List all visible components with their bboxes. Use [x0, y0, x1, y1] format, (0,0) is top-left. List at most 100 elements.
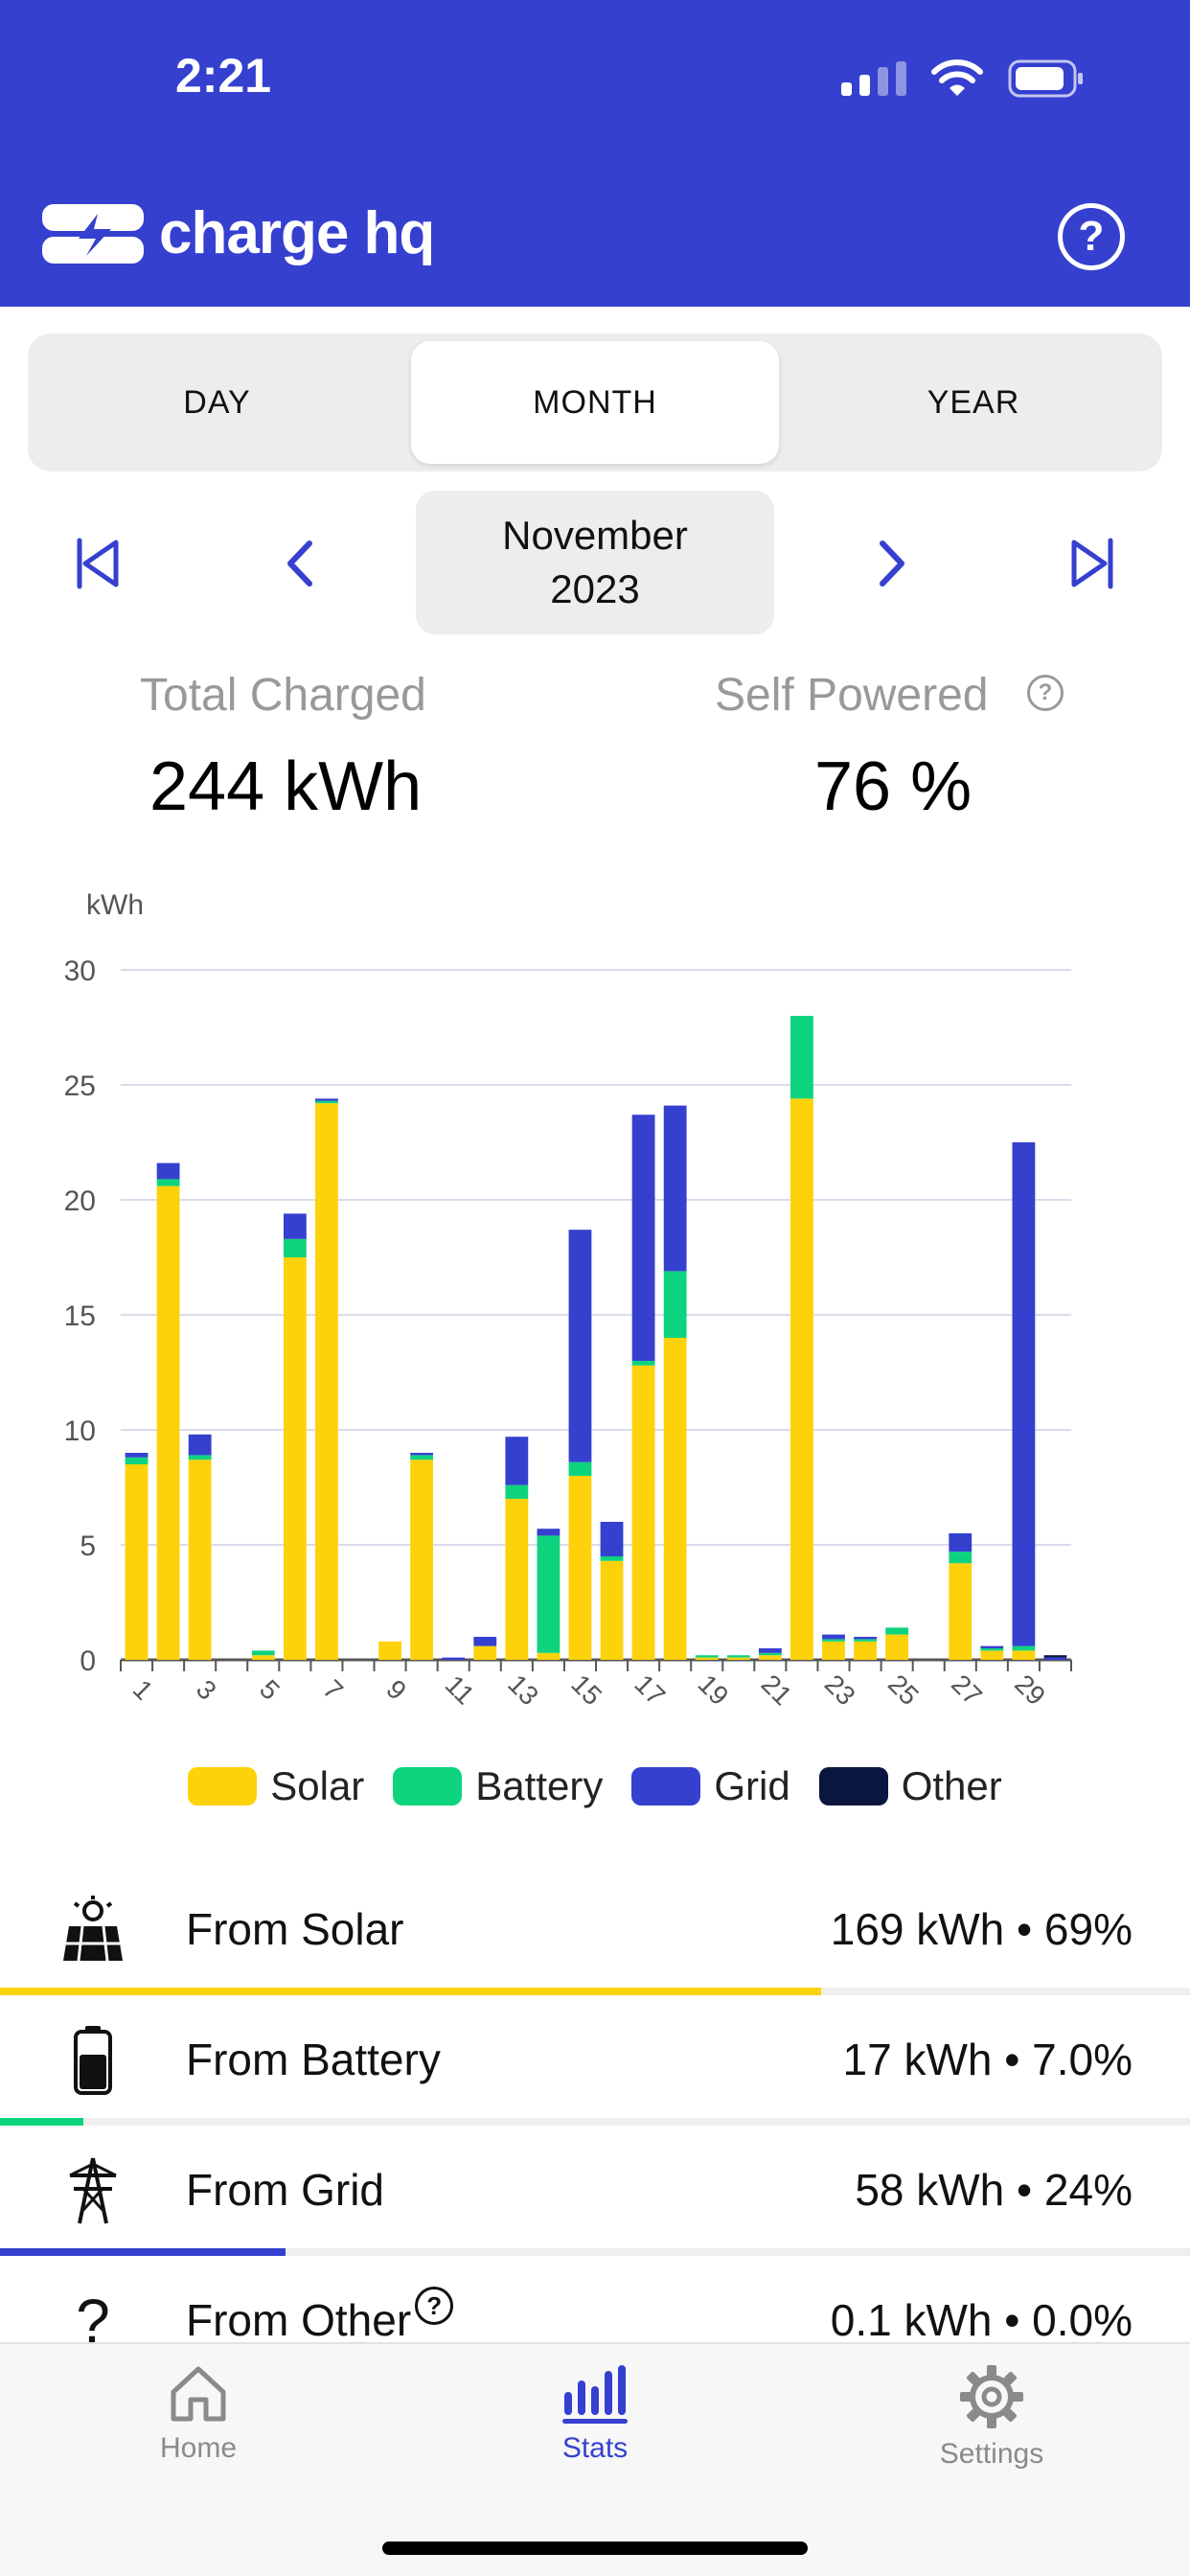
bar-solar-day-14	[537, 1652, 561, 1660]
bar-solar-day-12	[473, 1645, 497, 1660]
bar-solar-day-19	[695, 1657, 719, 1660]
help-icon[interactable]: ?	[1058, 203, 1125, 270]
bar-solar-day-6	[283, 1257, 307, 1660]
bottom-tab-bar: Home Stats Setting	[0, 2342, 1190, 2576]
y-tick-label: 25	[64, 1070, 96, 1102]
legend-item-grid[interactable]: Grid	[631, 1763, 790, 1809]
bar-grid-day-6	[283, 1213, 307, 1239]
other-info-icon[interactable]: ?	[415, 2287, 454, 2325]
tab-settings[interactable]: Settings	[896, 2363, 1087, 2471]
bar-grid-day-11	[442, 1657, 466, 1660]
bar-battery-day-22	[790, 1016, 813, 1099]
y-axis-unit-label: kWh	[86, 889, 144, 921]
legend-label-other: Other	[901, 1763, 1002, 1808]
legend-item-other[interactable]: Other	[818, 1763, 1002, 1809]
bar-battery-day-19	[695, 1655, 719, 1658]
charge-hq-logo-icon	[42, 203, 144, 264]
bar-grid-day-3	[188, 1434, 212, 1456]
last-period-button[interactable]	[1064, 535, 1121, 592]
y-tick-label: 20	[64, 1185, 96, 1217]
bar-battery-day-2	[156, 1179, 180, 1186]
bar-battery-day-6	[283, 1238, 307, 1257]
bar-grid-day-28	[980, 1645, 1004, 1648]
bar-grid-day-21	[758, 1648, 782, 1653]
x-tick-label: 7	[317, 1674, 349, 1706]
bar-grid-day-2	[156, 1162, 180, 1180]
y-tick-label: 15	[64, 1300, 96, 1332]
self-powered-info-icon[interactable]: ?	[1027, 675, 1064, 711]
legend-item-solar[interactable]: Solar	[188, 1763, 364, 1809]
breakdown-label-other: From Other	[186, 2295, 412, 2345]
bar-solar-day-28	[980, 1650, 1004, 1660]
x-tick-label: 25	[882, 1668, 925, 1711]
legend-label-battery: Battery	[475, 1763, 604, 1808]
bar-battery-day-23	[822, 1639, 845, 1642]
home-icon	[171, 2366, 226, 2422]
bar-solar-day-13	[505, 1499, 529, 1660]
wifi-icon	[931, 59, 983, 96]
bar-chart-icon	[562, 2365, 628, 2424]
bar-solar-day-7	[315, 1103, 338, 1660]
bar-battery-day-25	[885, 1627, 909, 1635]
x-tick-label: 3	[191, 1674, 222, 1706]
bar-battery-day-1	[125, 1457, 149, 1464]
tab-year[interactable]: YEAR	[927, 383, 1020, 421]
bar-battery-day-5	[251, 1650, 275, 1656]
bar-grid-day-17	[631, 1115, 655, 1361]
breakdown-row-solar[interactable]: From Solar 169 kWh • 69%	[0, 1865, 1190, 1995]
tab-home[interactable]: Home	[103, 2363, 294, 2465]
bar-battery-day-16	[600, 1556, 624, 1561]
chart-legend: Solar Battery Grid Other	[0, 1763, 1190, 1809]
period-segmented-control: DAY MONTH YEAR	[28, 334, 1162, 472]
bar-battery-day-14	[537, 1535, 561, 1653]
breakdown-row-grid[interactable]: From Grid 58 kWh • 24%	[0, 2126, 1190, 2256]
tab-stats[interactable]: Stats	[499, 2363, 691, 2465]
breakdown-track-grid	[0, 2248, 1190, 2256]
breakdown-label-grid: From Grid	[186, 2165, 384, 2215]
tab-month[interactable]: MONTH	[411, 341, 779, 464]
bar-solar-day-23	[822, 1641, 845, 1660]
x-tick-label: 27	[946, 1668, 988, 1711]
bar-solar-day-15	[568, 1476, 592, 1660]
y-tick-label: 10	[64, 1415, 96, 1447]
period-selector[interactable]: November 2023	[416, 491, 774, 634]
legend-swatch-battery	[393, 1767, 463, 1806]
breakdown-value-battery: 17 kWh • 7.0%	[842, 2035, 1133, 2084]
x-tick-label: 9	[380, 1674, 412, 1706]
tab-settings-label: Settings	[939, 2438, 1044, 2470]
bar-solar-day-18	[663, 1338, 687, 1660]
bar-solar-day-20	[726, 1657, 750, 1660]
bar-battery-day-21	[758, 1652, 782, 1656]
battery-icon	[61, 2024, 125, 2097]
power-tower-icon	[61, 2154, 125, 2227]
previous-period-button[interactable]	[270, 535, 328, 592]
brand-logo: charge hq	[40, 199, 435, 267]
legend-label-grid: Grid	[714, 1763, 790, 1808]
x-tick-label: 17	[629, 1668, 671, 1711]
bar-battery-day-29	[1012, 1645, 1036, 1651]
breakdown-row-battery[interactable]: From Battery 17 kWh • 7.0%	[0, 1995, 1190, 2126]
battery-status-icon	[1008, 59, 1083, 98]
bar-solar-day-24	[854, 1641, 877, 1660]
legend-item-battery[interactable]: Battery	[393, 1763, 603, 1809]
bar-battery-day-27	[949, 1552, 973, 1564]
next-period-button[interactable]	[864, 535, 922, 592]
signal-icon	[841, 61, 906, 96]
first-period-button[interactable]	[69, 535, 126, 592]
bar-grid-day-29	[1012, 1142, 1036, 1646]
breakdown-track-battery	[0, 2118, 1190, 2126]
breakdown-row-other[interactable]: ? From Other? 0.1 kWh • 0.0%	[0, 2256, 1190, 2386]
breakdown-bar-grid	[0, 2248, 286, 2256]
x-tick-label: 23	[819, 1668, 861, 1711]
legend-label-solar: Solar	[270, 1763, 365, 1808]
bar-grid-day-24	[854, 1637, 877, 1640]
x-tick-label: 13	[502, 1668, 544, 1711]
x-tick-label: 19	[692, 1668, 734, 1711]
breakdown-label-solar: From Solar	[186, 1904, 404, 1954]
bar-grid-day-1	[125, 1453, 149, 1458]
bar-solar-day-21	[758, 1655, 782, 1660]
tab-day[interactable]: DAY	[183, 383, 251, 421]
brand-name: charge hq	[159, 200, 435, 266]
breakdown-label-battery: From Battery	[186, 2035, 441, 2084]
bar-solar-day-17	[631, 1365, 655, 1660]
